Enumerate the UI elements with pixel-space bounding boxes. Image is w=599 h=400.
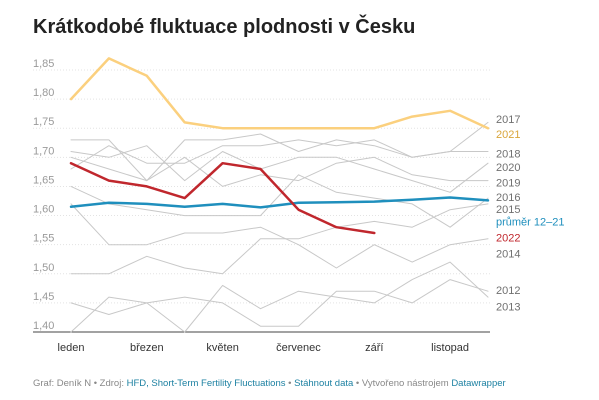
series-line-2021 <box>69 57 490 130</box>
series-end-label: 2020 <box>496 162 520 174</box>
x-tick-label: květen <box>206 342 238 354</box>
x-tick-label: červenec <box>276 342 321 354</box>
footer-sep: • Vytvořeno nástrojem <box>353 378 452 389</box>
y-tick-label: 1,65 <box>33 174 54 186</box>
datawrapper-link[interactable]: Datawrapper <box>451 378 506 389</box>
series-end-label: 2015 <box>496 204 520 216</box>
series-end-label: 2016 <box>496 192 520 204</box>
footer-sep: • <box>285 378 295 389</box>
series-end-label: 2017 <box>496 114 520 126</box>
x-tick-label: leden <box>58 342 85 354</box>
y-tick-label: 1,75 <box>33 116 54 128</box>
series-line-2019 <box>70 156 489 187</box>
series-line-2016 <box>70 174 489 228</box>
y-tick-label: 1,80 <box>33 87 54 99</box>
download-data-link[interactable]: Stáhnout data <box>294 378 354 389</box>
x-tick-label: listopad <box>431 342 469 354</box>
series-line-2020 <box>70 145 489 193</box>
y-tick-label: 1,85 <box>33 58 54 70</box>
x-tick-label: březen <box>130 342 164 354</box>
y-tick-label: 1,50 <box>33 262 54 274</box>
series-line-2013 <box>70 261 489 333</box>
series-line-průměr-12–21 <box>69 196 490 209</box>
source-link[interactable]: HFD, Short-Term Fertility Fluctuations <box>126 378 286 389</box>
series-end-label: 2021 <box>496 129 520 141</box>
y-tick-label: 1,40 <box>33 320 54 332</box>
chart-footer: Graf: Deník N • Zdroj: HFD, Short-Term F… <box>33 378 506 389</box>
series-line-2012 <box>70 279 489 327</box>
series-line-2017 <box>70 121 489 170</box>
footer-prefix: Graf: Deník N • Zdroj: <box>33 378 127 389</box>
series-end-label: průměr 12–21 <box>496 216 565 228</box>
series-end-label: 2022 <box>496 233 520 245</box>
series-end-label: 2012 <box>496 285 520 297</box>
series-end-label: 2014 <box>496 248 520 260</box>
y-tick-label: 1,45 <box>33 291 54 303</box>
y-tick-label: 1,55 <box>33 233 54 245</box>
chart-title: Krátkodobé fluktuace plodnosti v Česku <box>33 16 416 38</box>
x-tick-label: září <box>365 342 383 354</box>
series-end-label: 2013 <box>496 301 520 313</box>
y-tick-label: 1,70 <box>33 145 54 157</box>
series-line-2014 <box>70 203 489 269</box>
y-tick-label: 1,60 <box>33 204 54 216</box>
series-end-label: 2019 <box>496 177 520 189</box>
series-line-2022 <box>69 161 376 235</box>
series-line-2015 <box>70 203 489 275</box>
series-end-label: 2018 <box>496 148 520 160</box>
